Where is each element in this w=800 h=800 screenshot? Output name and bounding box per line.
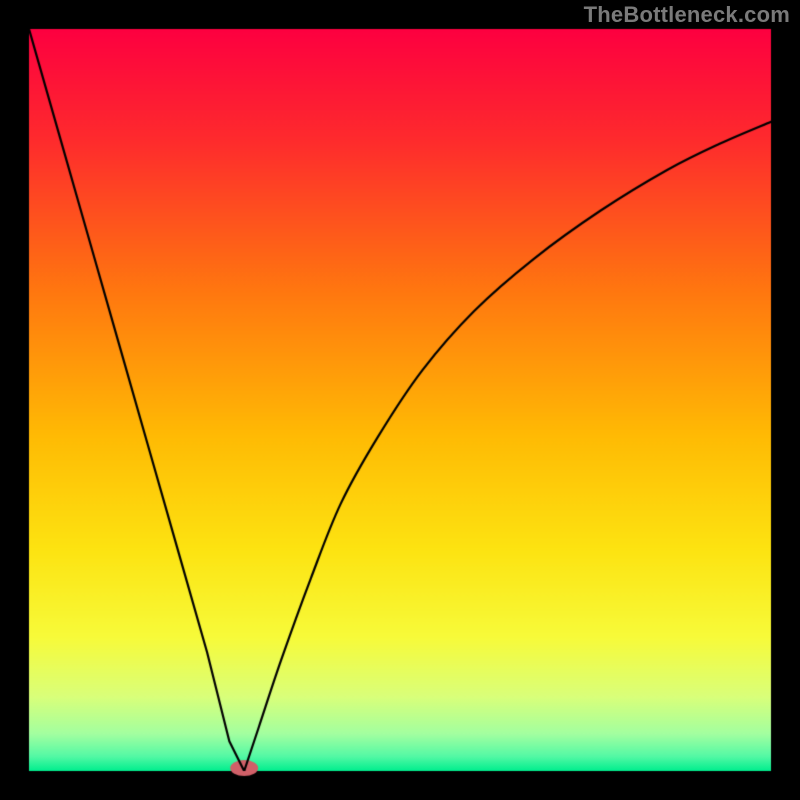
watermark-text: TheBottleneck.com	[584, 2, 790, 28]
chart-container: TheBottleneck.com	[0, 0, 800, 800]
bottleneck-curve-chart	[0, 0, 800, 800]
